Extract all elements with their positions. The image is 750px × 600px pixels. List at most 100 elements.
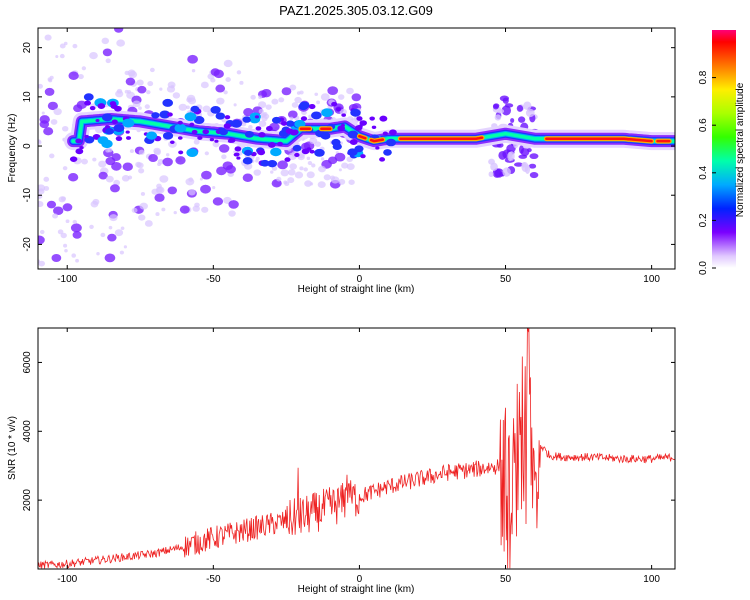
spectrogram-speckle bbox=[98, 160, 107, 168]
spectrogram-speckle bbox=[121, 175, 130, 182]
spectrogram-speckle bbox=[53, 206, 64, 216]
spectrogram-speckle bbox=[519, 145, 524, 154]
spectrogram-blob bbox=[105, 127, 114, 135]
spectrogram-speckle bbox=[38, 200, 44, 208]
spectrogram-speckle bbox=[167, 186, 178, 195]
spectrogram-speckle bbox=[108, 225, 113, 230]
colorbar-tick-label: 0.4 bbox=[698, 165, 709, 179]
spectrogram-speckle bbox=[192, 205, 200, 212]
spectrogram-speckle bbox=[242, 173, 253, 183]
spectrogram-ytick-label: 20 bbox=[22, 42, 33, 54]
spectrogram-blob bbox=[306, 147, 312, 151]
spectrogram-speckle bbox=[270, 170, 274, 174]
spectrogram-speckle bbox=[528, 163, 537, 169]
spectrogram-blob bbox=[97, 103, 106, 109]
spectrogram-speckle bbox=[123, 245, 127, 249]
spectrogram-blob bbox=[349, 139, 358, 146]
spectrogram-blob bbox=[126, 136, 132, 140]
spectrogram-blob bbox=[202, 129, 210, 135]
spectrogram-blob bbox=[360, 154, 366, 159]
spectrogram-blob bbox=[284, 157, 291, 162]
spectrogram-blob bbox=[335, 107, 342, 112]
spectrogram-speckle bbox=[132, 100, 141, 108]
spectrogram-speckle bbox=[114, 229, 124, 237]
spectrogram-xtick-label: -100 bbox=[57, 274, 77, 285]
spectrogram-blob bbox=[83, 93, 94, 101]
spectrogram-speckle bbox=[138, 149, 145, 155]
spectrogram-speckle bbox=[490, 162, 498, 171]
snr-ytick-label: 2000 bbox=[22, 489, 33, 512]
spectrogram-blob bbox=[308, 104, 316, 110]
spectrogram-speckle bbox=[265, 104, 272, 110]
spectrogram-speckle bbox=[119, 250, 125, 255]
spectrogram-blob bbox=[260, 159, 270, 167]
spectrogram-speckle bbox=[334, 152, 346, 162]
spectrogram-speckle bbox=[144, 104, 150, 109]
colorbar-tick-label: 0.2 bbox=[698, 213, 709, 227]
spectrogram-xtick-label: 100 bbox=[643, 274, 660, 285]
spectrogram-speckle bbox=[287, 169, 296, 176]
snr-xlabel: Height of straight line (km) bbox=[298, 584, 415, 595]
spectrogram-speckle bbox=[262, 111, 268, 117]
spectrogram-blob bbox=[186, 148, 198, 158]
spectrogram-speckle bbox=[225, 77, 231, 82]
spectrogram-speckle bbox=[258, 108, 264, 114]
spectrogram-blob bbox=[277, 141, 284, 147]
spectrogram-speckle bbox=[125, 77, 136, 86]
spectrogram-speckle bbox=[155, 212, 160, 217]
snr-xtick-label: -50 bbox=[206, 574, 221, 585]
spectrogram-blob bbox=[382, 131, 388, 136]
spectrogram-speckle bbox=[299, 166, 304, 171]
spectrogram-blob bbox=[169, 140, 175, 144]
spectrogram-speckle bbox=[116, 39, 126, 47]
spectrogram-blob bbox=[337, 125, 345, 131]
spectrogram-hot-core bbox=[358, 134, 367, 140]
spectrogram-speckle bbox=[98, 171, 108, 180]
spectrogram-speckle bbox=[236, 70, 242, 75]
spectrogram-speckle bbox=[113, 179, 121, 186]
spectrogram-speckle bbox=[499, 95, 510, 102]
spectrogram-speckle bbox=[101, 37, 110, 45]
spectrogram-blob bbox=[84, 100, 92, 106]
spectrogram-blob bbox=[371, 125, 377, 130]
spectrogram-speckle bbox=[200, 184, 211, 194]
spectrogram-speckle bbox=[38, 140, 42, 145]
spectrogram-speckle bbox=[201, 206, 209, 213]
spectrogram-speckle bbox=[529, 172, 539, 179]
spectrogram-blob bbox=[177, 136, 183, 140]
spectrogram-speckle bbox=[280, 169, 289, 177]
spectrogram-blob bbox=[75, 138, 82, 144]
spectrogram-speckle bbox=[61, 125, 69, 132]
spectrogram-xtick-label: -50 bbox=[206, 274, 221, 285]
spectrogram-speckle bbox=[204, 151, 209, 156]
spectrogram-speckle bbox=[147, 81, 154, 87]
spectrogram-speckle bbox=[255, 159, 259, 163]
spectrogram-speckle bbox=[294, 171, 304, 179]
spectrogram-blob bbox=[311, 111, 322, 120]
spectrogram-blob bbox=[266, 126, 273, 132]
spectrogram-blob bbox=[227, 139, 233, 143]
spectrogram-speckle bbox=[199, 177, 203, 181]
spectrogram-blob bbox=[224, 115, 231, 120]
spectrogram-speckle bbox=[258, 95, 263, 100]
spectrogram-speckle bbox=[289, 116, 294, 121]
spectrogram-speckle bbox=[337, 94, 345, 100]
spectrogram-speckle bbox=[159, 175, 169, 183]
spectrogram-speckle bbox=[64, 249, 68, 253]
spectrogram-blob bbox=[350, 108, 361, 117]
spectrogram-speckle bbox=[107, 147, 113, 153]
spectrogram-speckle bbox=[173, 210, 177, 215]
spectrogram-blob bbox=[341, 113, 346, 117]
spectrogram-speckle bbox=[303, 167, 308, 172]
spectrogram-blob bbox=[193, 116, 205, 125]
spectrogram-speckle bbox=[287, 110, 298, 119]
spectrogram-speckle bbox=[60, 232, 67, 239]
spectrogram-speckle bbox=[55, 54, 59, 59]
spectrogram-blob bbox=[210, 105, 221, 114]
spectrogram-blob bbox=[267, 142, 276, 148]
spectrogram-speckle bbox=[78, 74, 84, 80]
spectrogram-speckle bbox=[148, 154, 158, 163]
spectrogram-speckle bbox=[46, 200, 57, 209]
spectrogram-speckle bbox=[304, 180, 313, 187]
